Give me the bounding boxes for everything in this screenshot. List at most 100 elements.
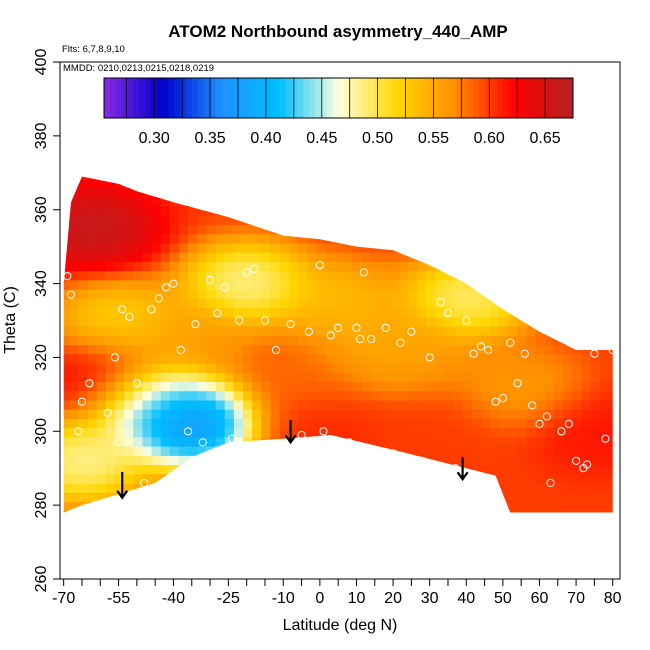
heatmap-cell <box>96 233 107 244</box>
heatmap-cell <box>352 399 363 410</box>
heatmap-cell <box>160 279 171 290</box>
heatmap-cell <box>160 455 171 466</box>
heatmap-cell <box>444 270 455 281</box>
heatmap-cell <box>63 270 70 281</box>
heatmap-cell <box>63 390 70 401</box>
heatmap-cell <box>480 344 491 355</box>
heatmap-cell <box>563 492 574 502</box>
heatmap-cell <box>96 381 107 392</box>
heatmap-cell <box>96 252 107 262</box>
heatmap-cell <box>243 326 253 336</box>
heatmap-cell <box>453 326 464 336</box>
heatmap-cell <box>133 206 143 216</box>
heatmap-cell <box>526 399 537 410</box>
heatmap-cell <box>334 252 345 262</box>
heatmap-cell <box>499 473 509 484</box>
heatmap-cell <box>435 344 445 355</box>
heatmap-cell <box>215 353 226 364</box>
heatmap-cell <box>188 353 198 364</box>
heatmap-cell <box>197 326 208 336</box>
heatmap-cell <box>252 353 262 364</box>
arrow-head <box>456 471 469 482</box>
heatmap-cell <box>526 427 537 438</box>
heatmap-cell <box>206 427 217 438</box>
heatmap-cell <box>352 409 363 419</box>
heatmap-cell <box>197 252 208 262</box>
heatmap-cell <box>389 436 400 447</box>
heatmap-cell <box>435 289 445 299</box>
heatmap-cell <box>252 298 262 309</box>
heatmap-cell <box>206 252 217 262</box>
heatmap-cell <box>78 270 89 281</box>
heatmap-cell <box>215 289 226 299</box>
heatmap-cell <box>480 353 491 364</box>
heatmap-cell <box>270 418 281 429</box>
x-tick-label: 50 <box>494 590 512 607</box>
heatmap-cell <box>334 372 345 382</box>
heatmap-cell <box>96 436 107 447</box>
heatmap-cell <box>407 298 418 309</box>
heatmap-cell <box>133 233 143 244</box>
heatmap-cell <box>261 372 272 382</box>
heatmap-cell <box>233 242 244 253</box>
colorbar-swatch <box>121 78 128 118</box>
heatmap-cell <box>563 446 574 456</box>
heatmap-cell <box>590 418 601 429</box>
heatmap-cell <box>609 418 613 429</box>
heatmap-cell <box>63 326 70 336</box>
heatmap-cell <box>69 483 79 493</box>
heatmap-cell <box>78 353 89 364</box>
heatmap-cell <box>215 298 226 309</box>
heatmap-cell <box>96 344 107 355</box>
heatmap-cell <box>343 427 354 438</box>
heatmap-cell <box>142 473 153 484</box>
heatmap-cell <box>426 381 436 392</box>
heatmap-cell <box>261 409 272 419</box>
heatmap-cell <box>206 436 217 447</box>
heatmap-cell <box>352 270 363 281</box>
heatmap-cell <box>288 409 299 419</box>
observation-point <box>359 268 368 277</box>
heatmap-cell <box>297 344 308 355</box>
heatmap-cell <box>206 353 217 364</box>
heatmap-cell <box>151 409 162 419</box>
heatmap-cell <box>371 279 381 290</box>
heatmap-cell <box>288 381 299 392</box>
heatmap-cell <box>590 492 601 502</box>
heatmap-cell <box>87 409 98 419</box>
heatmap-cell <box>124 233 134 244</box>
heatmap-cell <box>179 224 189 235</box>
heatmap-cell <box>325 363 336 373</box>
heatmap-cell <box>261 344 272 355</box>
heatmap-cell <box>151 464 162 475</box>
heatmap-cell <box>270 390 281 401</box>
heatmap-cell <box>169 418 180 429</box>
heatmap-cell <box>563 363 574 373</box>
heatmap-cell <box>563 427 574 438</box>
heatmap-cell <box>105 270 116 281</box>
heatmap-cell <box>288 418 299 429</box>
heatmap-cell <box>398 353 409 364</box>
heatmap-cell <box>563 372 574 382</box>
heatmap-cell <box>142 381 153 392</box>
heatmap-cell <box>508 381 519 392</box>
heatmap-cell <box>581 473 592 484</box>
heatmap-cell <box>69 390 79 401</box>
heatmap-cell <box>334 381 345 392</box>
heatmap-cell <box>261 363 272 373</box>
heatmap-cell <box>416 363 427 373</box>
heatmap-cell <box>426 316 436 327</box>
observation-point <box>176 345 185 355</box>
heatmap-cell <box>124 473 134 484</box>
heatmap-cell <box>599 409 610 419</box>
heatmap-cell <box>114 464 125 475</box>
heatmap-cell <box>87 436 98 447</box>
heatmap-cell <box>444 436 455 447</box>
heatmap-cell <box>124 196 134 207</box>
heatmap-cell <box>462 326 473 336</box>
heatmap-cell <box>545 492 555 502</box>
colorbar-tick-label: 0.30 <box>139 130 170 147</box>
heatmap-cell <box>224 261 235 272</box>
heatmap-cell <box>389 298 400 309</box>
observation-point <box>491 397 500 406</box>
